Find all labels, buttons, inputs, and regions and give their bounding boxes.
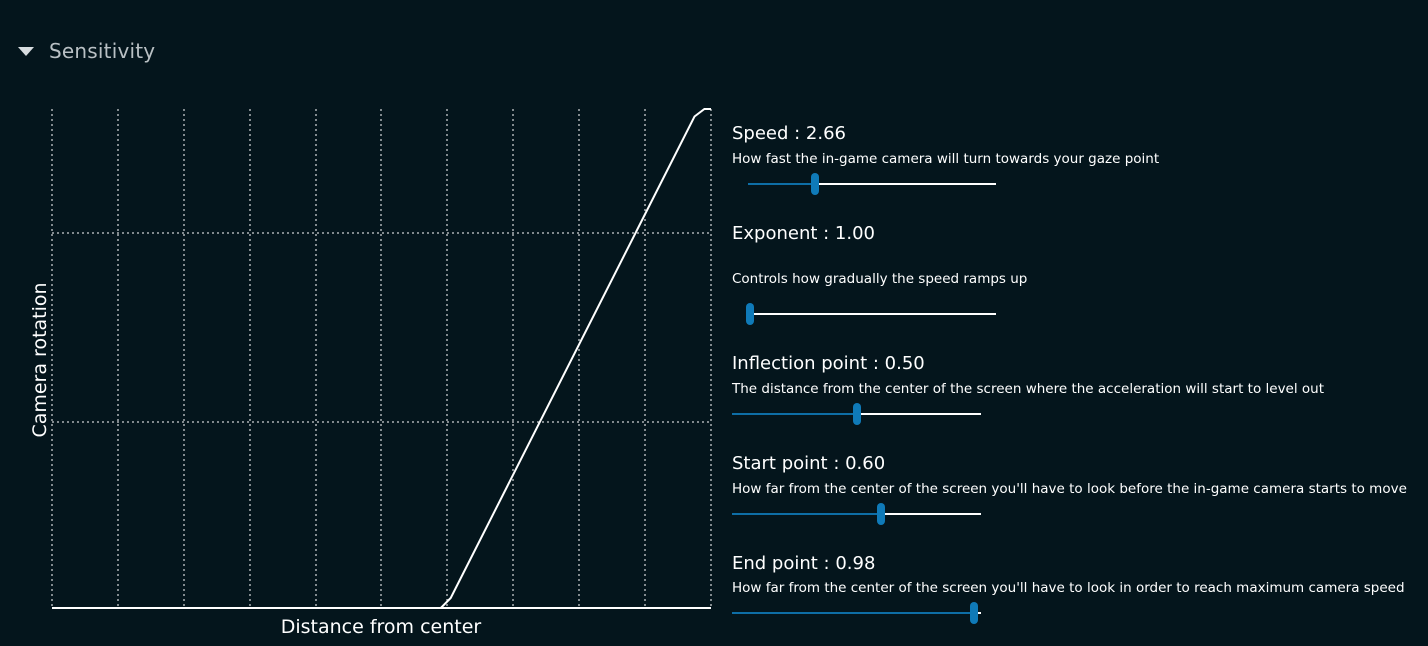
sensitivity-curve [52,108,711,609]
inflection-point-description: The distance from the center of the scre… [732,381,1325,397]
slider-fill [732,612,974,614]
start-point-slider[interactable] [732,503,981,525]
speed-description: How fast the in-game camera will turn to… [732,151,1160,167]
caret-down-icon [18,47,34,56]
end-point-description: How far from the center of the screen yo… [732,580,1405,596]
speed-slider[interactable] [748,173,996,195]
slider-thumb[interactable] [877,503,886,525]
graph-grid-horizontal [52,232,711,423]
inflection-point-setting: Inflection point : 0.50 The distance fro… [732,353,1412,425]
exponent-description: Controls how gradually the speed ramps u… [732,271,1028,287]
slider-fill [732,513,882,515]
sensitivity-section-toggle[interactable]: Sensitivity [18,36,155,66]
inflection-point-title: Inflection point : 0.50 [732,353,925,374]
graph-grid-vertical [51,109,712,608]
start-point-description: How far from the center of the screen yo… [732,481,1407,497]
slider-fill [748,183,815,185]
exponent-title: Exponent : 1.00 [732,223,875,244]
slider-thumb[interactable] [810,173,819,195]
exponent-slider[interactable] [746,303,996,325]
inflection-point-slider[interactable] [732,403,981,425]
start-point-setting: Start point : 0.60 How far from the cent… [732,453,1412,525]
y-axis-label: Camera rotation [29,282,51,437]
x-axis-label: Distance from center [281,616,482,638]
end-point-setting: End point : 0.98 How far from the center… [732,553,1412,625]
slider-thumb[interactable] [969,602,978,624]
slider-track[interactable] [750,313,996,315]
slider-track[interactable] [748,183,996,185]
slider-thumb[interactable] [852,403,861,425]
slider-thumb[interactable] [746,303,754,325]
start-point-title: Start point : 0.60 [732,453,886,474]
speed-title: Speed : 2.66 [732,123,847,144]
end-point-slider[interactable] [732,602,981,624]
sensitivity-curve-graph: Distance from center Camera rotation [29,108,712,638]
speed-setting: Speed : 2.66 How fast the in-game camera… [732,123,1412,195]
section-title: Sensitivity [49,39,156,63]
end-point-title: End point : 0.98 [732,553,876,574]
slider-fill [732,413,857,415]
exponent-setting: Exponent : 1.00 Controls how gradually t… [732,223,1412,325]
